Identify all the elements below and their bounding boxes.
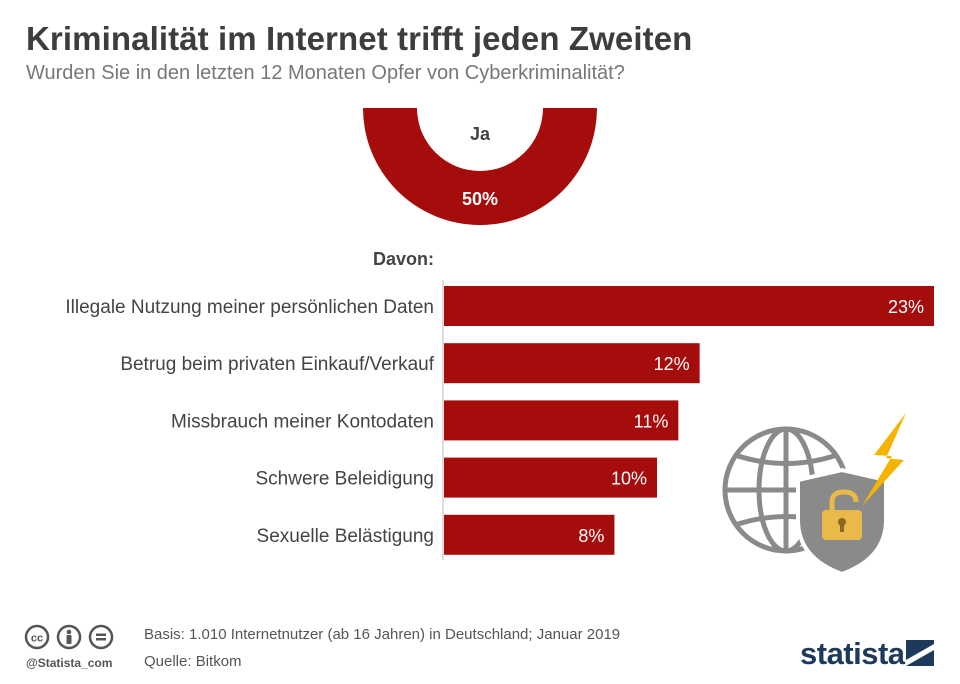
donut-category-label: Ja [470, 124, 491, 144]
bar [444, 400, 679, 441]
bar-value-label: 11% [634, 411, 669, 431]
by-icon [56, 624, 82, 650]
bar [444, 514, 615, 555]
bar-value-label: 23% [888, 297, 924, 317]
bar-category-label: Schwere Beleidigung [255, 469, 434, 490]
cc-icon: cc [24, 624, 50, 650]
donut-slice-ja [363, 108, 597, 225]
statista-handle: @Statista_com [26, 656, 113, 670]
chart-title: Kriminalität im Internet trifft jeden Zw… [26, 20, 693, 57]
bar-value-label: 10% [611, 469, 647, 489]
donut-value-label: 50% [462, 189, 498, 209]
padlock-icon [822, 489, 862, 540]
bar [444, 343, 700, 384]
bar-category-label: Betrug beim privaten Einkauf/Verkauf [120, 354, 434, 375]
bar [444, 286, 934, 326]
statista-logo-mark-icon [906, 640, 934, 666]
license-icons: cc [24, 624, 114, 650]
bar [444, 457, 658, 498]
footer-basis: Basis: 1.010 Internetnutzer (ab 16 Jahre… [144, 626, 621, 643]
bar-value-label: 8% [578, 526, 604, 546]
statista-logo[interactable]: statista [800, 636, 905, 671]
nd-icon [88, 624, 114, 650]
bar-category-label: Illegale Nutzung meiner persönlichen Dat… [65, 297, 434, 318]
bar-category-label: Missbrauch meiner Kontodaten [171, 411, 434, 432]
footer-source: Quelle: Bitkom [144, 653, 242, 670]
svg-text:cc: cc [31, 633, 43, 645]
bar-chart-heading: Davon: [373, 249, 434, 269]
lightning-icon [862, 413, 906, 506]
bar-category-label: Sexuelle Belästigung [257, 526, 434, 547]
bar-value-label: 12% [654, 354, 690, 374]
cyber-illustration [722, 413, 906, 577]
chart-subtitle: Wurden Sie in den letzten 12 Monaten Opf… [26, 62, 625, 84]
bar-group: Illegale Nutzung meiner persönlichen Dat… [65, 286, 934, 555]
